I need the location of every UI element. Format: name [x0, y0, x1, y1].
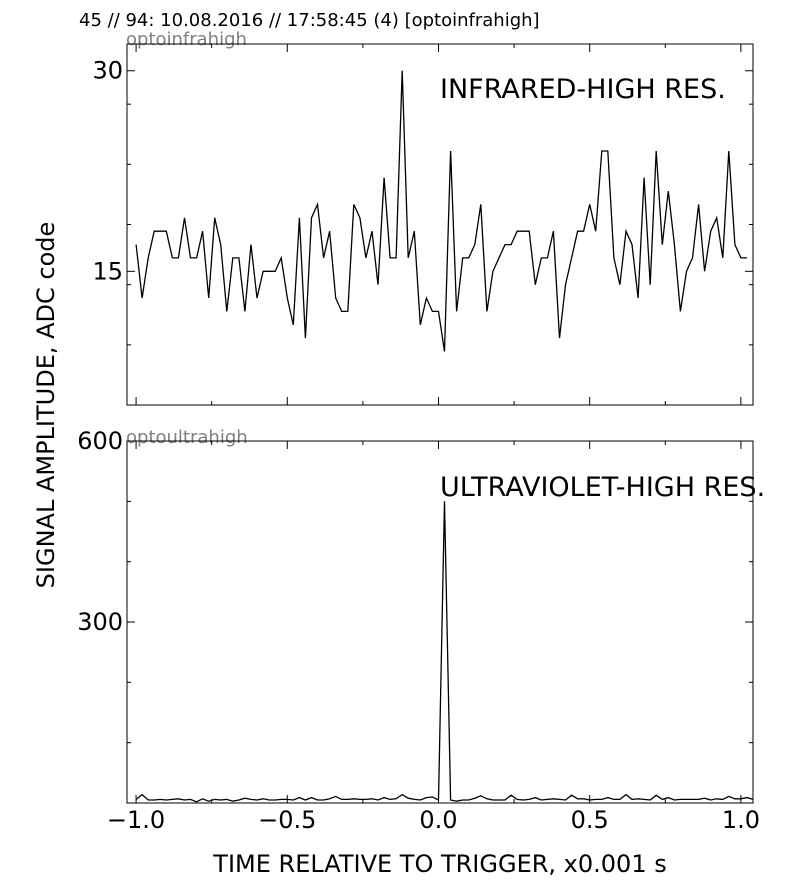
x-tick-labels: −1.0 −0.5 0.0 0.5 1.0 — [107, 806, 760, 834]
y-tick-labels: 600 300 — [77, 427, 123, 636]
panel-title: INFRARED-HIGH RES. — [440, 74, 726, 105]
panel-ultraviolet: optoultrahigh 600 300 ULTRAVIOLET-HIGH RE… — [77, 427, 765, 804]
header-text: 45 // 94: 10.08.2016 // 17:58:45 (4) [op… — [79, 10, 540, 31]
x-tick-label: 0.0 — [419, 806, 457, 834]
panel-series-label: optoinfrahigh — [126, 29, 247, 50]
panel-infrared: optoinfrahigh 30 15 INFRARED-HIGH RES. — [92, 29, 754, 406]
x-tick-label: 0.5 — [571, 806, 609, 834]
x-tick-label: −0.5 — [258, 806, 316, 834]
y-tick-labels: 30 15 — [92, 57, 123, 286]
y-tick-label: 15 — [92, 257, 123, 285]
series-line-infrared — [135, 70, 747, 352]
x-tick-label: −1.0 — [107, 806, 165, 834]
panel-series-label: optoultrahigh — [126, 427, 248, 448]
y-axis-label: SIGNAL AMPLITUDE, ADC code — [32, 222, 60, 589]
y-tick-label: 300 — [77, 608, 123, 636]
x-tick-label: 1.0 — [722, 806, 760, 834]
axis-ticks — [127, 44, 753, 405]
series-line-ultraviolet — [135, 501, 754, 803]
panel-title: ULTRAVIOLET-HIGH RES. — [440, 472, 765, 503]
x-axis-label: TIME RELATIVE TO TRIGGER, x0.001 s — [212, 850, 666, 878]
axis-ticks — [127, 440, 753, 803]
y-tick-label: 600 — [77, 427, 123, 455]
y-tick-label: 30 — [92, 57, 123, 85]
